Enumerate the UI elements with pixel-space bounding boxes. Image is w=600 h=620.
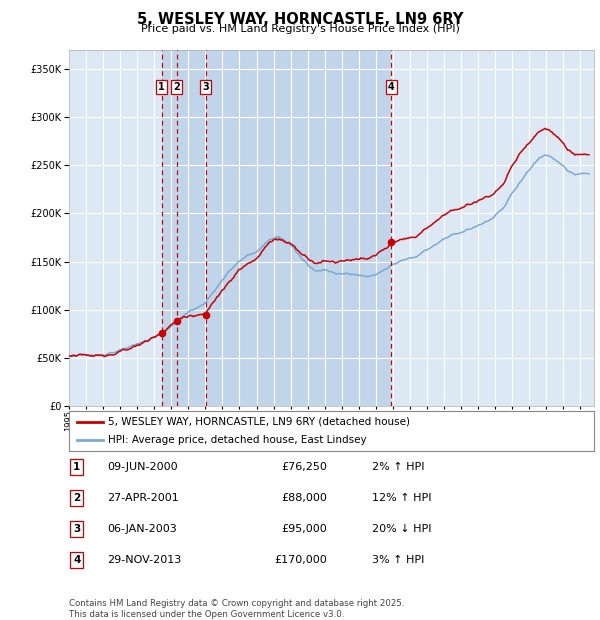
Text: 2% ↑ HPI: 2% ↑ HPI: [372, 462, 425, 472]
Text: 06-JAN-2003: 06-JAN-2003: [107, 524, 176, 534]
Text: 2: 2: [173, 82, 180, 92]
Text: 29-NOV-2013: 29-NOV-2013: [107, 555, 181, 565]
Text: HPI: Average price, detached house, East Lindsey: HPI: Average price, detached house, East…: [109, 435, 367, 446]
Text: 27-APR-2001: 27-APR-2001: [107, 493, 179, 503]
Text: £88,000: £88,000: [281, 493, 327, 503]
Text: 09-JUN-2000: 09-JUN-2000: [107, 462, 178, 472]
Text: £95,000: £95,000: [281, 524, 327, 534]
Text: 2: 2: [73, 493, 80, 503]
Text: 20% ↓ HPI: 20% ↓ HPI: [372, 524, 431, 534]
Text: 1: 1: [73, 462, 80, 472]
Text: 3: 3: [73, 524, 80, 534]
Text: 5, WESLEY WAY, HORNCASTLE, LN9 6RY (detached house): 5, WESLEY WAY, HORNCASTLE, LN9 6RY (deta…: [109, 417, 410, 427]
Text: £76,250: £76,250: [281, 462, 327, 472]
Text: 3: 3: [202, 82, 209, 92]
Text: £170,000: £170,000: [274, 555, 327, 565]
Text: 5, WESLEY WAY, HORNCASTLE, LN9 6RY: 5, WESLEY WAY, HORNCASTLE, LN9 6RY: [137, 12, 463, 27]
Text: 1: 1: [158, 82, 165, 92]
Text: Price paid vs. HM Land Registry's House Price Index (HPI): Price paid vs. HM Land Registry's House …: [140, 24, 460, 33]
Text: 4: 4: [388, 82, 395, 92]
Text: 4: 4: [73, 555, 80, 565]
Text: 12% ↑ HPI: 12% ↑ HPI: [372, 493, 431, 503]
Bar: [162, 50, 391, 406]
Text: 3% ↑ HPI: 3% ↑ HPI: [372, 555, 424, 565]
Text: Contains HM Land Registry data © Crown copyright and database right 2025.
This d: Contains HM Land Registry data © Crown c…: [69, 598, 404, 619]
